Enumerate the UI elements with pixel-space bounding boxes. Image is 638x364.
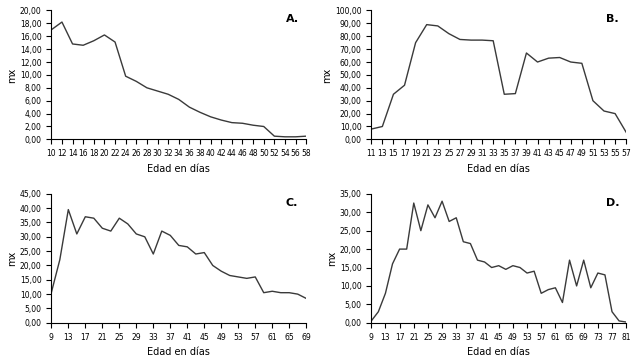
Y-axis label: mx: mx [322, 67, 332, 83]
Text: C.: C. [286, 198, 298, 208]
Text: A.: A. [286, 14, 299, 24]
X-axis label: Edad en días: Edad en días [467, 164, 530, 174]
Text: B.: B. [606, 14, 618, 24]
X-axis label: Edad en días: Edad en días [147, 164, 210, 174]
Text: D.: D. [606, 198, 619, 208]
X-axis label: Edad en días: Edad en días [147, 347, 210, 357]
Y-axis label: mx: mx [7, 67, 17, 83]
Y-axis label: mx: mx [327, 251, 337, 266]
Y-axis label: mx: mx [7, 251, 17, 266]
X-axis label: Edad en días: Edad en días [467, 347, 530, 357]
